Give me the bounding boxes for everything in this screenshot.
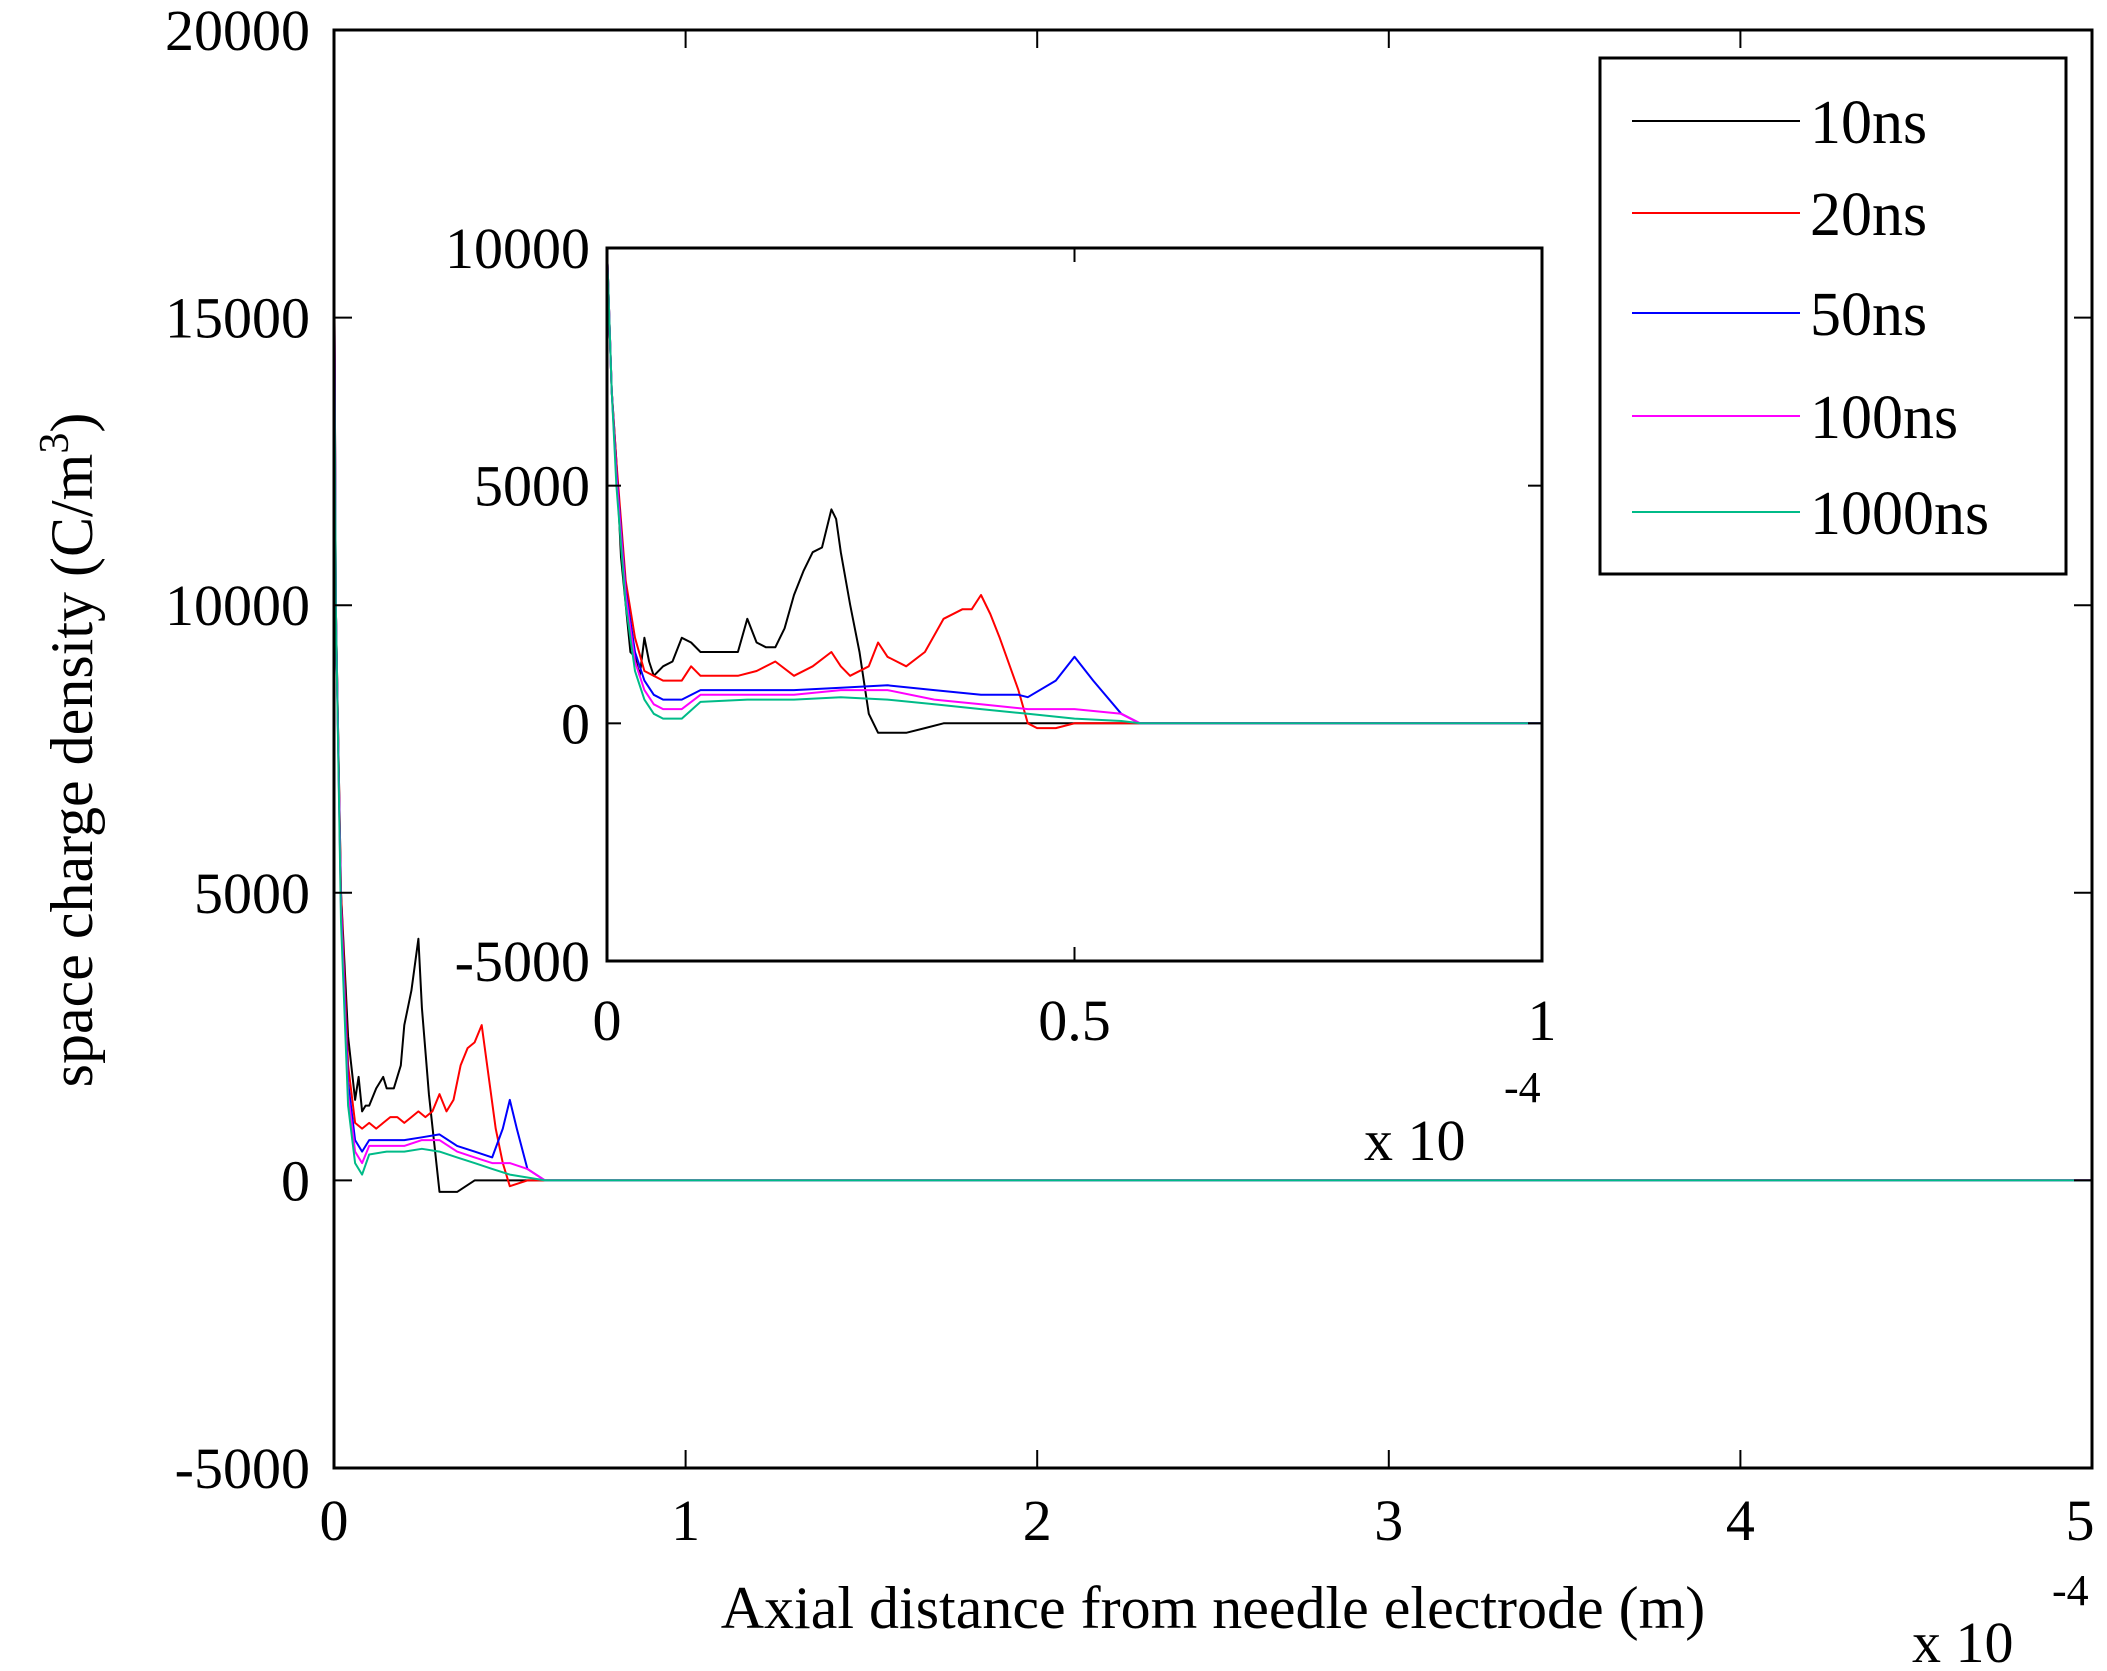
main-x-tick-labels: 0 1 2 3 4 5 [320, 1488, 2095, 1553]
main-xtick-label: 4 [1726, 1488, 1755, 1553]
main-xtick-label: 0 [320, 1488, 349, 1553]
inset-xtick-label: 0 [593, 988, 622, 1053]
inset-ytick-label: -5000 [455, 929, 590, 994]
legend-label-100ns: 100ns [1810, 384, 1958, 452]
legend-label-1000ns: 1000ns [1810, 480, 1989, 548]
y-axis-label-tail: ) [39, 413, 105, 433]
inset-series-group [606, 247, 1542, 734]
main-series-line-1000ns [333, 260, 2092, 1182]
main-x-axis-label: Axial distance from needle electrode (m) [721, 1575, 1706, 1641]
legend-entry-1000ns: 1000ns [1632, 480, 1989, 548]
legend-box [1598, 56, 2068, 576]
main-x-multiplier-base: x 10 [1912, 1610, 2014, 1671]
main-xtick-label: 1 [671, 1488, 700, 1553]
main-ytick-label: 20000 [165, 0, 310, 63]
inset-x-multiplier: x 10 -4 [1364, 1063, 1541, 1173]
main-xtick-label: 3 [1374, 1488, 1403, 1553]
inset-background [607, 248, 1542, 961]
legend-entry-10ns: 10ns [1632, 89, 1927, 157]
legend-entry-50ns: 50ns [1632, 281, 1927, 349]
inset-xtick-label: 1 [1528, 988, 1557, 1053]
inset-series-line-50ns [606, 247, 1542, 725]
main-ytick-label: -5000 [175, 1436, 310, 1501]
main-ytick-label: 5000 [194, 861, 310, 926]
main-x-multiplier: x 10 -4 [1912, 1566, 2089, 1671]
main-plot: -5000 0 5000 10000 15000 20000 0 1 2 3 4… [32, 0, 2095, 1671]
inset-ytick-label: 10000 [445, 216, 590, 281]
main-series-line-20ns [333, 202, 2092, 1188]
main-ytick-label: 15000 [165, 286, 310, 351]
main-y-axis-label: space charge density (C/m3) [32, 413, 105, 1088]
main-tick-marks [333, 29, 2093, 1469]
legend-entry-20ns: 20ns [1632, 181, 1927, 249]
inset-x-multiplier-exponent: -4 [1504, 1063, 1541, 1112]
inset-y-tick-labels: -5000 0 5000 10000 [445, 216, 590, 994]
inset-ytick-label: 5000 [474, 454, 590, 519]
legend-label-50ns: 50ns [1810, 281, 1927, 349]
y-axis-label-superscript: 3 [32, 433, 78, 454]
legend-label-10ns: 10ns [1810, 89, 1927, 157]
inset-series-line-100ns [606, 247, 1542, 725]
main-x-multiplier-exponent: -4 [2052, 1566, 2089, 1615]
inset-plot: -5000 0 5000 10000 0 0.5 1 x 10 -4 [445, 216, 1557, 1173]
main-y-tick-labels: -5000 0 5000 10000 15000 20000 [165, 0, 310, 1501]
legend-entry-100ns: 100ns [1632, 384, 1958, 452]
y-axis-label-main: space charge density (C/m [39, 454, 105, 1088]
inset-x-multiplier-base: x 10 [1364, 1108, 1466, 1173]
inset-ytick-label: 0 [561, 691, 590, 756]
inset-tick-marks [606, 247, 1543, 962]
main-series-group [333, 202, 2092, 1193]
legend-label-20ns: 20ns [1810, 181, 1927, 249]
legend: 10ns 20ns 50ns 100ns 1000ns [1598, 56, 2068, 576]
main-xtick-label: 2 [1023, 1488, 1052, 1553]
inset-series-line-1000ns [606, 247, 1542, 725]
inset-xtick-label: 0.5 [1038, 988, 1111, 1053]
main-axes-box [332, 28, 2094, 1470]
main-ytick-label: 10000 [165, 573, 310, 638]
inset-x-tick-labels: 0 0.5 1 [593, 988, 1557, 1053]
main-ytick-label: 0 [281, 1148, 310, 1213]
main-xtick-label: 5 [2066, 1488, 2095, 1553]
inset-series-line-20ns [606, 247, 1542, 730]
